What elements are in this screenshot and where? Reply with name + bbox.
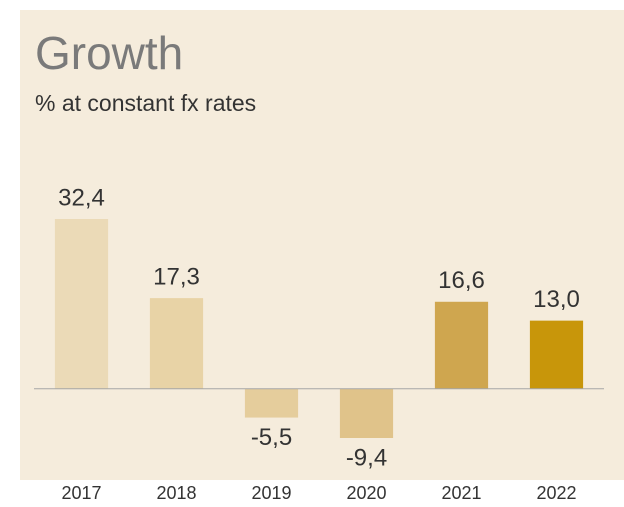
bar [434, 301, 489, 389]
value-label: -9,4 [346, 444, 387, 471]
bar [244, 388, 299, 418]
value-label: -5,5 [251, 424, 292, 451]
x-tick-label: 2020 [346, 483, 386, 503]
x-tick-label: 2017 [61, 483, 101, 503]
chart-background [20, 10, 624, 480]
chart-title: Growth [35, 27, 183, 79]
chart-subtitle: % at constant fx rates [35, 90, 256, 116]
value-label: 13,0 [533, 286, 580, 313]
x-tick-label: 2019 [251, 483, 291, 503]
value-label: 32,4 [58, 184, 105, 211]
x-tick-label: 2022 [536, 483, 576, 503]
x-tick-label: 2018 [156, 483, 196, 503]
bar [54, 219, 109, 389]
bar [339, 388, 394, 438]
value-label: 17,3 [153, 263, 200, 290]
value-label: 16,6 [438, 267, 485, 294]
bar [149, 298, 204, 389]
x-tick-label: 2021 [441, 483, 481, 503]
bar [529, 320, 584, 389]
